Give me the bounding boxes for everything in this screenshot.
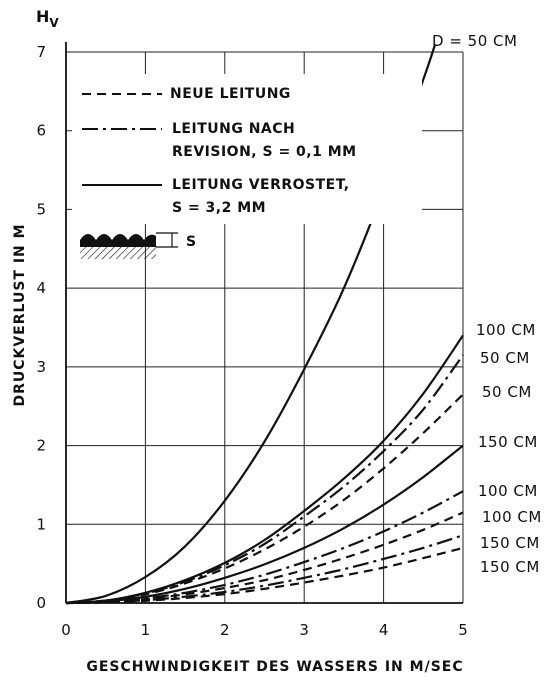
y-axis-label: DRUCKVERLUST IN M xyxy=(12,223,28,406)
curve-solid-4 xyxy=(65,444,464,605)
axis-titles: HV DRUCKVERLUST IN M GESCHWINDIGKEIT DES… xyxy=(12,7,463,675)
x-tick-label: 1 xyxy=(141,621,151,639)
x-tick-label: 2 xyxy=(220,621,230,639)
y-tick-label: 1 xyxy=(36,515,46,533)
curve-dashdot-7 xyxy=(65,534,464,605)
y-tick-label: 3 xyxy=(36,358,46,376)
y-axis-symbol-main: H xyxy=(36,7,49,26)
tick-labels: 0 1 2 3 4 5 0 1 2 3 4 5 6 7 xyxy=(36,43,467,639)
curve-label: D = 50 CM xyxy=(432,32,517,50)
legend-label-new-pipe: NEUE LEITUNG xyxy=(170,86,291,102)
x-tick-label: 0 xyxy=(61,621,71,639)
legend-label-rusted-pipe-line1: LEITUNG VERROSTET, xyxy=(172,177,350,193)
curve-label: 50 CM xyxy=(482,383,532,401)
x-tick-label: 3 xyxy=(299,621,309,639)
curve-label: 150 CM xyxy=(480,534,540,552)
roughness-profile xyxy=(80,234,156,247)
roughness-hatch xyxy=(80,247,156,259)
y-axis-symbol-sub: V xyxy=(49,16,59,30)
curve-label: 100 CM xyxy=(476,321,536,339)
x-axis-label: GESCHWINDIGKEIT DES WASSERS IN M/SEC xyxy=(86,659,463,675)
legend-label-rusted-pipe-line2: S = 3,2 MM xyxy=(172,200,266,216)
y-tick-label: 7 xyxy=(36,43,46,61)
axes xyxy=(65,42,463,604)
curve-dashed-3 xyxy=(65,393,464,605)
legend: NEUE LEITUNG LEITUNG NACH REVISION, S = … xyxy=(72,74,422,259)
y-tick-label: 2 xyxy=(36,437,46,455)
legend-background xyxy=(72,74,422,224)
roughness-sketch: S xyxy=(80,232,197,259)
x-tick-label: 5 xyxy=(458,621,468,639)
y-axis-symbol: HV xyxy=(36,7,59,30)
curve-label: 50 CM xyxy=(480,349,530,367)
y-tick-label: 5 xyxy=(36,200,46,218)
curve-solid-1 xyxy=(65,334,464,605)
curves xyxy=(65,43,464,605)
curve-labels: D = 50 CM 100 CM 50 CM 50 CM 150 CM 100 CM 100… xyxy=(432,32,542,576)
x-tick-label: 4 xyxy=(379,621,389,639)
curve-label: 150 CM xyxy=(480,558,540,576)
y-tick-label: 0 xyxy=(36,594,46,612)
legend-label-revised-pipe-line1: LEITUNG NACH xyxy=(172,121,295,137)
curve-label: 100 CM xyxy=(478,482,538,500)
curve-dashdot-5 xyxy=(65,490,464,605)
curve-label: 150 CM xyxy=(478,433,538,451)
roughness-label: S xyxy=(186,234,197,250)
curve-dashdot-2 xyxy=(65,354,464,605)
y-tick-label: 6 xyxy=(36,122,46,140)
legend-label-revised-pipe-line2: REVISION, S = 0,1 MM xyxy=(172,144,357,160)
curve-label: 100 CM xyxy=(482,508,542,526)
y-tick-label: 4 xyxy=(36,279,46,297)
curve-dashed-8 xyxy=(65,546,464,605)
